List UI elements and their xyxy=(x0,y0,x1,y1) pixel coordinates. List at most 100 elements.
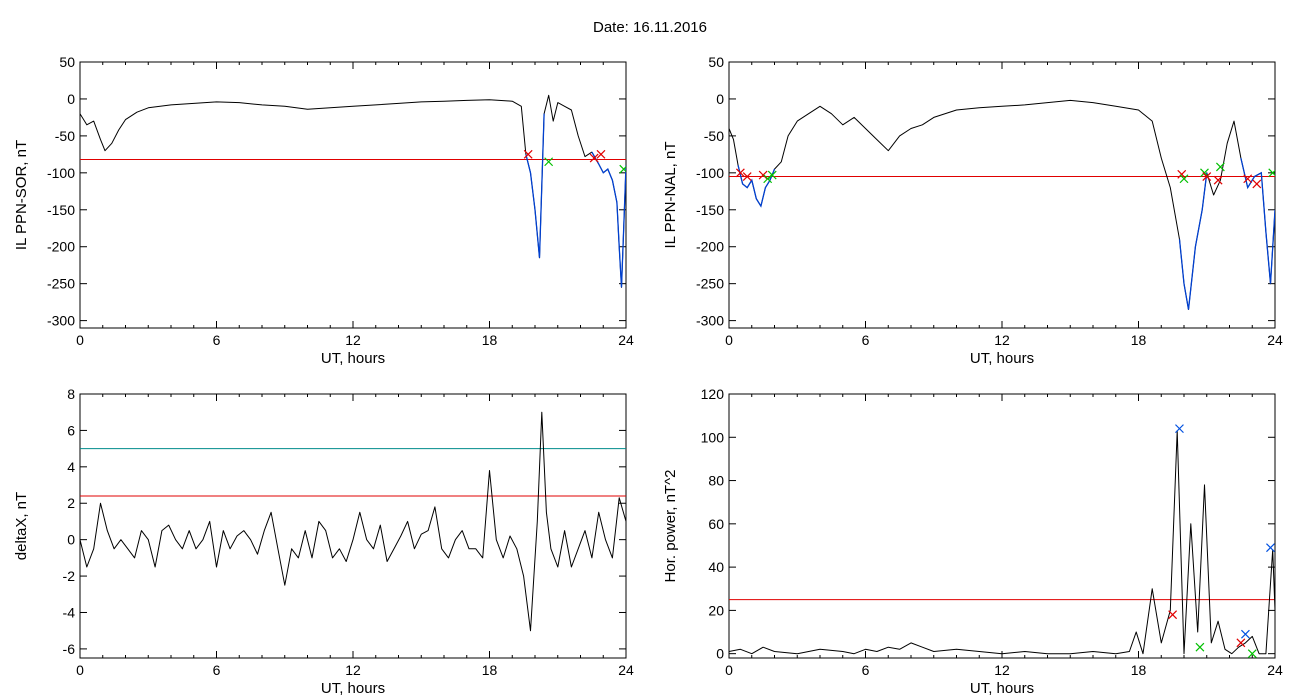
event-marker xyxy=(1175,424,1184,434)
event-marker xyxy=(1168,610,1178,620)
x-axis-label: UT, hours xyxy=(321,350,385,367)
x-tick-label: 6 xyxy=(213,332,221,348)
x-tick-label: 24 xyxy=(1267,662,1283,678)
x-tick-label: 0 xyxy=(725,662,733,678)
panel-deltax: 0 6 12 18 24 8 6 4 2 0 -2 -4 -6 UT, hours deltaX, nT xyxy=(13,386,634,697)
x-tick-label: 18 xyxy=(1131,662,1147,678)
y-axis-label: IL PPN-SOR, nT xyxy=(13,140,30,250)
y-tick-label: -150 xyxy=(47,202,75,218)
event-marker xyxy=(1215,162,1225,172)
plot-frame xyxy=(79,61,627,329)
y-tick-label: 2 xyxy=(67,495,75,511)
event-marker xyxy=(1179,174,1189,184)
plot-area xyxy=(80,94,626,288)
series-line xyxy=(80,411,626,632)
page-title: Date: 16.11.2016 xyxy=(593,19,707,36)
y-tick-label: 80 xyxy=(708,473,724,489)
event-marker xyxy=(1177,169,1187,179)
event-marker xyxy=(589,153,599,163)
plot-area xyxy=(729,424,1275,658)
event-segment xyxy=(737,165,776,208)
y-tick-label: 0 xyxy=(716,646,724,662)
event-marker xyxy=(1202,172,1212,181)
x-axis-label: UT, hours xyxy=(970,350,1034,367)
panel-ppn-sor: 0 6 12 18 24 50 0 -50 -100 -150 -200 -250 -300 UT, ho… xyxy=(13,54,634,367)
x-tick-label: 12 xyxy=(994,332,1010,348)
y-tick-label: -100 xyxy=(696,165,724,181)
x-axis-label: UT, hours xyxy=(321,680,385,697)
y-tick-label: -4 xyxy=(63,604,76,620)
event-marker xyxy=(596,149,606,159)
y-tick-label: -200 xyxy=(696,239,724,255)
x-axis-label: UT, hours xyxy=(970,680,1034,697)
x-tick-label: 0 xyxy=(76,662,84,678)
event-marker xyxy=(1241,629,1250,639)
x-tick-label: 24 xyxy=(618,332,634,348)
event-marker xyxy=(1236,638,1246,648)
event-marker xyxy=(758,170,768,180)
panel-ppn-nal: 0 6 12 18 24 50 0 -50 -100 -150 -200 -250 -300 UT, ho… xyxy=(662,54,1283,367)
event-segment xyxy=(591,151,626,288)
y-tick-label: 8 xyxy=(67,386,75,402)
plot-frame xyxy=(728,393,1276,659)
x-tick-label: 18 xyxy=(482,332,498,348)
y-tick-label: -6 xyxy=(63,641,76,657)
y-tick-label: -250 xyxy=(696,276,724,292)
event-marker xyxy=(1243,174,1253,184)
x-tick-label: 24 xyxy=(1267,332,1283,348)
event-segment xyxy=(1178,172,1208,310)
plot-frame xyxy=(79,393,627,659)
y-tick-label: 50 xyxy=(708,54,724,70)
y-axis-label: IL PPN-NAL, nT xyxy=(662,142,679,249)
x-tick-label: 18 xyxy=(1131,332,1147,348)
y-tick-label: 0 xyxy=(716,91,724,107)
event-marker xyxy=(544,157,554,167)
y-tick-label: -200 xyxy=(47,239,75,255)
plot-area xyxy=(80,411,626,632)
y-tick-label: 20 xyxy=(708,602,724,618)
y-tick-label: -300 xyxy=(47,313,75,329)
y-tick-label: 40 xyxy=(708,559,724,575)
x-tick-label: 12 xyxy=(345,332,361,348)
y-tick-label: 120 xyxy=(701,386,725,402)
event-marker xyxy=(1247,649,1257,658)
x-tick-label: 12 xyxy=(345,662,361,678)
y-tick-label: -150 xyxy=(696,202,724,218)
y-tick-label: -300 xyxy=(696,313,724,329)
y-tick-label: -250 xyxy=(47,276,75,292)
y-tick-label: 4 xyxy=(67,459,75,475)
x-tick-label: 24 xyxy=(618,662,634,678)
x-tick-label: 6 xyxy=(213,662,221,678)
x-tick-label: 12 xyxy=(994,662,1010,678)
event-marker xyxy=(523,149,533,159)
plot-area xyxy=(729,99,1275,310)
x-tick-label: 0 xyxy=(76,332,84,348)
series-line xyxy=(729,430,1275,655)
y-tick-label: 6 xyxy=(67,422,75,438)
x-tick-label: 0 xyxy=(725,332,733,348)
event-marker xyxy=(1213,175,1223,185)
event-marker xyxy=(735,168,745,178)
y-tick-label: -100 xyxy=(47,165,75,181)
panel-hor-power: 0 6 12 18 24 120 100 80 60 40 20 0 UT, hours Hor. pow… xyxy=(662,386,1283,697)
event-marker xyxy=(1252,179,1262,189)
event-marker xyxy=(767,170,777,180)
y-tick-label: -2 xyxy=(63,568,76,584)
x-tick-label: 18 xyxy=(482,662,498,678)
event-marker xyxy=(742,172,752,181)
y-axis-label: Hor. power, nT^2 xyxy=(662,470,679,583)
event-segment xyxy=(525,113,545,258)
series-line xyxy=(729,99,1275,310)
x-tick-label: 6 xyxy=(862,332,870,348)
x-tick-label: 6 xyxy=(862,662,870,678)
y-tick-label: -50 xyxy=(55,128,75,144)
y-tick-label: 0 xyxy=(67,91,75,107)
event-marker xyxy=(1195,642,1205,652)
y-axis-label: deltaX, nT xyxy=(13,492,30,560)
event-segment xyxy=(1240,157,1275,284)
event-marker xyxy=(619,164,626,174)
event-marker xyxy=(763,174,773,184)
y-tick-label: 60 xyxy=(708,516,724,532)
y-tick-label: -50 xyxy=(704,128,724,144)
